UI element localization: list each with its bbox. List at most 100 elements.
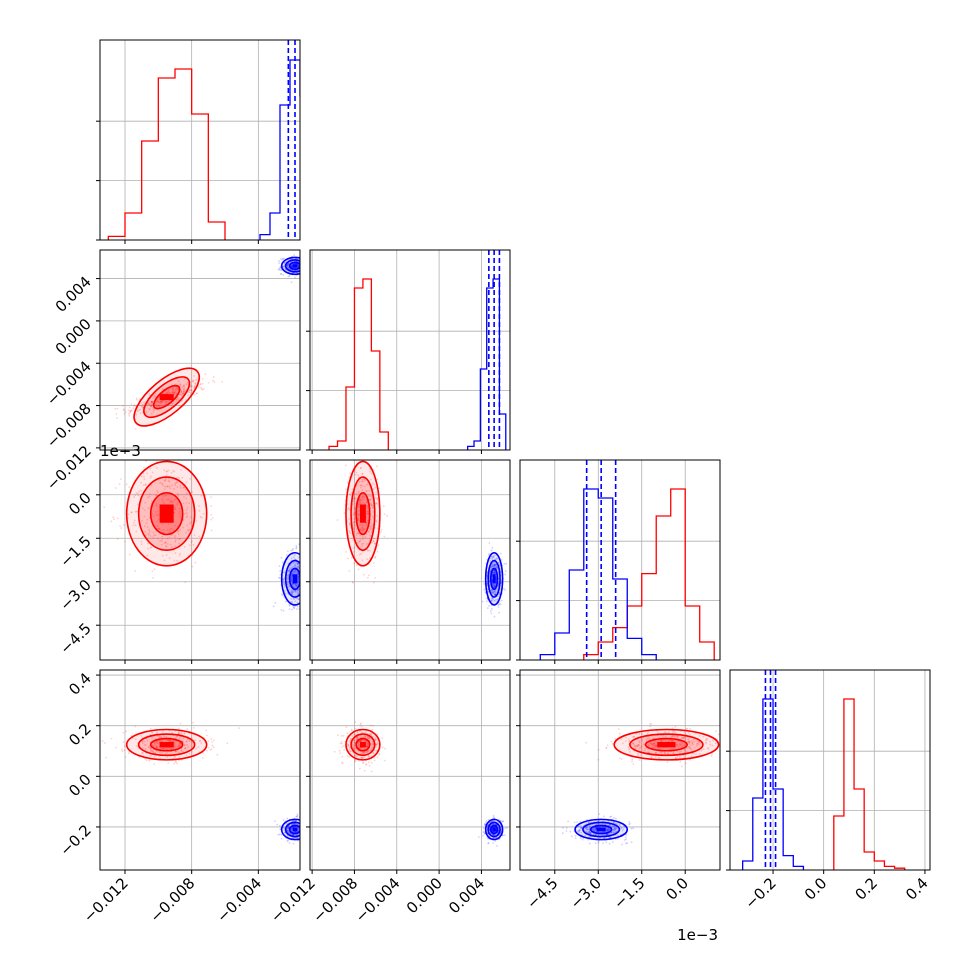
sample-point: [303, 266, 305, 268]
sample-point: [296, 591, 299, 594]
sample-point: [293, 565, 296, 568]
sample-point: [482, 831, 485, 833]
sample-point: [149, 747, 152, 750]
sample-point: [357, 519, 360, 522]
sample-point: [193, 375, 195, 377]
sample-point: [365, 489, 368, 492]
sample-point: [164, 403, 167, 406]
sample-point: [186, 512, 188, 514]
sample-point: [174, 552, 177, 555]
sample-point: [363, 756, 366, 759]
sample-point: [122, 731, 125, 734]
sample-point: [375, 743, 378, 746]
sample-point: [504, 573, 507, 576]
sample-point: [493, 564, 496, 567]
sample-point: [302, 271, 304, 273]
sample-point: [303, 266, 305, 268]
sample-point: [162, 747, 165, 750]
sample-point: [170, 747, 173, 750]
sample-point: [141, 740, 143, 743]
sample-point: [624, 836, 627, 839]
sample-point: [375, 491, 377, 494]
sample-point: [283, 571, 286, 574]
sample-point: [291, 575, 294, 578]
sample-point: [186, 728, 189, 731]
sample-point: [114, 407, 117, 410]
sample-point: [278, 833, 281, 836]
sample-point: [638, 740, 641, 743]
sample-point: [644, 747, 646, 750]
sample-point: [128, 406, 131, 409]
axes-frame: [309, 249, 511, 451]
sample-point: [494, 593, 497, 596]
sample-point: [697, 743, 700, 746]
sample-point: [292, 837, 295, 839]
sample-point: [679, 743, 681, 745]
sample-point: [277, 268, 280, 271]
axes-frame: [729, 669, 931, 871]
sample-point: [156, 731, 159, 734]
sample-point: [697, 742, 700, 744]
sample-point: [314, 259, 316, 261]
sample-point: [613, 816, 615, 819]
sample-point: [290, 264, 293, 267]
sample-point: [657, 747, 659, 749]
sample-point: [175, 737, 177, 739]
sample-point: [135, 413, 138, 416]
sample-point: [499, 587, 502, 590]
sample-point: [491, 589, 493, 592]
sample-point: [114, 487, 117, 489]
sample-point: [304, 256, 306, 258]
sample-point: [495, 557, 498, 560]
sample-point: [357, 505, 360, 508]
sample-point: [277, 576, 280, 579]
sample-point: [305, 846, 307, 848]
sample-point: [189, 389, 191, 392]
sample-point: [174, 535, 176, 537]
sample-point: [492, 569, 495, 572]
sample-point: [304, 578, 306, 580]
sample-point: [305, 836, 307, 838]
sample-point: [491, 565, 493, 568]
sample-point: [192, 379, 195, 382]
sample-point: [300, 835, 302, 837]
sample-point: [484, 833, 486, 835]
sample-point: [156, 491, 159, 494]
sample-point: [152, 751, 155, 754]
sample-point: [158, 735, 161, 738]
sample-point: [291, 572, 294, 575]
sample-point: [190, 540, 193, 542]
sample-point: [358, 744, 360, 746]
y-tick-label: 0.004: [52, 273, 95, 316]
sample-point: [302, 265, 304, 267]
sample-point: [306, 274, 308, 276]
sample-point: [493, 564, 496, 567]
sample-point: [278, 267, 281, 270]
sample-point: [163, 735, 165, 738]
sample-point: [144, 484, 147, 486]
sample-point: [187, 529, 190, 532]
sample-point: [283, 585, 286, 588]
sample-point: [178, 554, 181, 557]
sample-point: [305, 560, 307, 562]
sample-point: [499, 552, 502, 555]
sample-point: [493, 592, 496, 595]
sample-point: [195, 747, 198, 750]
sample-point: [149, 535, 152, 537]
sample-point: [158, 482, 161, 484]
sample-point: [655, 751, 657, 754]
sample-point: [166, 748, 169, 751]
sample-point: [686, 727, 689, 730]
sample-point: [594, 842, 597, 845]
sample-point: [680, 750, 683, 753]
sample-point: [340, 741, 343, 743]
sample-point: [296, 601, 299, 604]
sample-point: [579, 820, 582, 823]
sample-point: [156, 520, 159, 523]
sample-point: [363, 751, 366, 754]
sample-point: [497, 603, 500, 606]
sample-point: [304, 268, 306, 270]
sample-point: [503, 562, 506, 565]
sample-point: [301, 261, 303, 263]
sample-point: [295, 545, 298, 547]
